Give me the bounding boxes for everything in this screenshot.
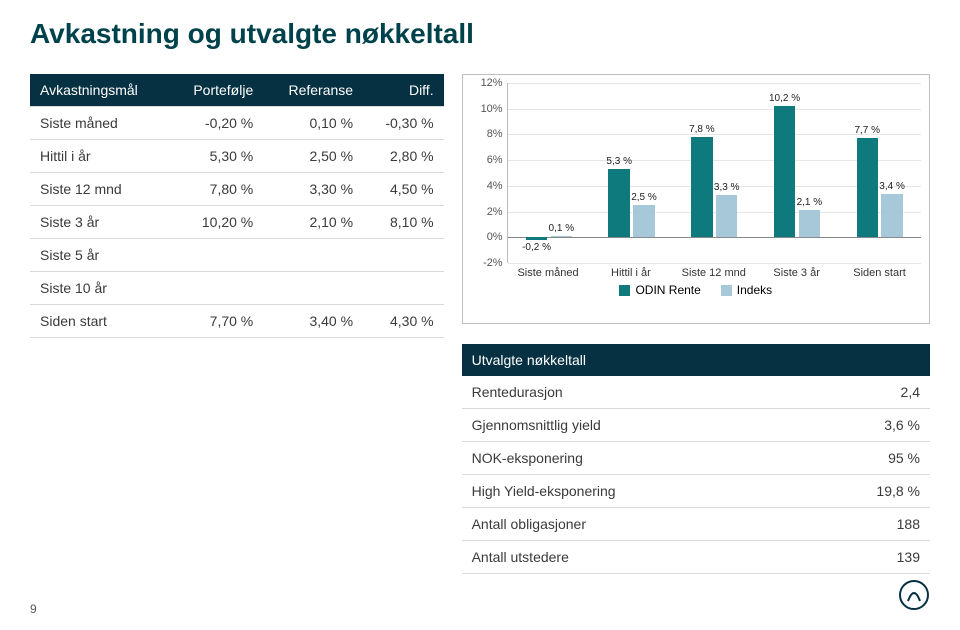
performance-table: AvkastningsmålPorteføljeReferanseDiff. S… (30, 74, 444, 338)
bar-value-label: 7,7 % (837, 125, 897, 136)
bar-group: 7,8 % 3,3 % (673, 83, 756, 263)
table-row: NOK-eksponering95 % (462, 442, 930, 475)
page-title: Avkastning og utvalgte nøkkeltall (30, 18, 930, 50)
x-axis-label: Hittil i år (589, 263, 672, 279)
x-axis-label: Siste 3 år (755, 263, 838, 279)
returns-bar-chart: 12%10%8%6%4%2%0%-2% -0,2 %0,1 %5,3 %2,5 … (462, 74, 930, 324)
perf-header: Avkastningsmål (30, 74, 169, 107)
bar-value-label: 3,4 % (862, 181, 922, 192)
bar-portfolio: -0,2 % (526, 237, 547, 240)
bar-index: 3,3 % (716, 195, 737, 237)
legend-label-index: Indeks (737, 283, 772, 297)
table-row: Siden start7,70 %3,40 %4,30 % (30, 305, 444, 338)
table-row: Gjennomsnittlig yield3,6 % (462, 409, 930, 442)
bar-value-label: 5,3 % (589, 156, 649, 167)
table-row: Siste 5 år (30, 239, 444, 272)
legend-swatch-index (721, 285, 732, 296)
table-row: Siste 3 år10,20 %2,10 %8,10 % (30, 206, 444, 239)
table-row: Rentedurasjon2,4 (462, 376, 930, 409)
legend-swatch-portfolio (619, 285, 630, 296)
perf-header: Diff. (363, 74, 444, 107)
odin-logo-icon (894, 575, 934, 622)
bar-value-label: 2,1 % (779, 197, 839, 208)
bar-value-label: -0,2 % (507, 242, 567, 253)
bar-value-label: 0,1 % (531, 223, 591, 234)
table-row: High Yield-eksponering19,8 % (462, 475, 930, 508)
table-row: Siste 10 år (30, 272, 444, 305)
table-row: Antall utstedere139 (462, 541, 930, 574)
bar-group: -0,2 % 0,1 % (508, 83, 591, 263)
kf-header: Utvalgte nøkkeltall (462, 344, 800, 376)
bar-value-label: 2,5 % (614, 192, 674, 203)
bar-value-label: 7,8 % (672, 124, 732, 135)
x-axis-label: Siden start (838, 263, 921, 279)
perf-header: Referanse (263, 74, 363, 107)
bar-index: 3,4 % (881, 194, 902, 238)
bar-group: 10,2 %2,1 % (756, 83, 839, 263)
table-row: Hittil i år5,30 %2,50 %2,80 % (30, 140, 444, 173)
bar-index: 2,5 % (633, 205, 654, 237)
bar-index: 2,1 % (799, 210, 820, 237)
table-row: Siste 12 mnd7,80 %3,30 %4,50 % (30, 173, 444, 206)
bar-portfolio: 10,2 % (774, 106, 795, 237)
table-row: Antall obligasjoner188 (462, 508, 930, 541)
chart-legend: ODIN Rente Indeks (471, 283, 921, 297)
page-number: 9 (30, 602, 37, 616)
legend-label-portfolio: ODIN Rente (635, 283, 700, 297)
perf-header: Portefølje (169, 74, 263, 107)
table-row: Siste måned-0,20 %0,10 %-0,30 % (30, 107, 444, 140)
bar-value-label: 10,2 % (755, 93, 815, 104)
bar-portfolio: 5,3 % (608, 169, 629, 237)
x-axis-label: Siste måned (507, 263, 590, 279)
bar-group: 5,3 %2,5 % (590, 83, 673, 263)
bar-group: 7,7 % 3,4 % (838, 83, 921, 263)
bar-index: 0,1 % (551, 236, 572, 237)
x-axis-label: Siste 12 mnd (672, 263, 755, 279)
key-figures-table: Utvalgte nøkkeltall Rentedurasjon2,4Gjen… (462, 344, 930, 574)
bar-value-label: 3,3 % (697, 182, 757, 193)
